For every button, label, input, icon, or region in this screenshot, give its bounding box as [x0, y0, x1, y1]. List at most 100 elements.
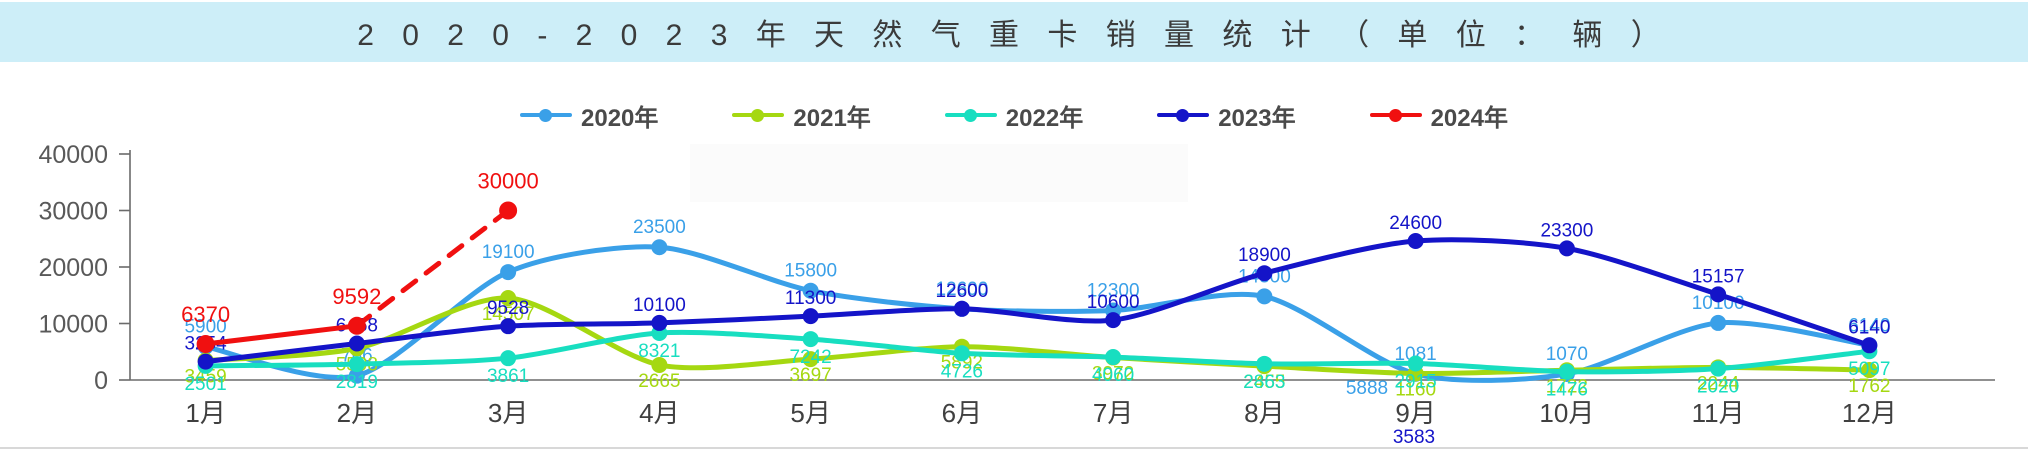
data-point[interactable] [1558, 363, 1575, 380]
data-label: 10600 [1087, 292, 1140, 313]
data-label: 12600 [935, 281, 988, 302]
data-label: 12300 [1087, 281, 1140, 302]
data-label: 1081 [1394, 344, 1436, 365]
data-label: 5097 [1848, 359, 1890, 380]
data-point[interactable] [1861, 337, 1878, 354]
data-label: 24600 [1389, 213, 1442, 234]
data-point[interactable] [500, 350, 517, 367]
series-2022年: 2501 2819 3861 8321 7242 4726 4060 2863 2915 1476… [184, 324, 1891, 401]
legend-marker-2022-icon [944, 107, 997, 123]
data-label: 23300 [1540, 220, 1593, 241]
data-point[interactable] [1710, 360, 1727, 377]
data-point[interactable] [1407, 233, 1424, 250]
data-label: 2863 [1243, 372, 1285, 393]
data-label: 9528 [487, 298, 529, 319]
data-label: 3972 [1092, 364, 1134, 385]
data-label: 2915 [1394, 372, 1436, 393]
data-point[interactable] [1256, 265, 1273, 282]
data-label: 5900 [184, 317, 226, 338]
legend-item-2023[interactable]: 2023年 [1157, 98, 1296, 133]
legend-marker-2024-icon [1369, 107, 1422, 123]
y-axis-tick-label: 40000 [38, 141, 108, 169]
series-2020年: 5900766191002350015800126001230014800108… [184, 217, 1891, 384]
legend-item-2021[interactable]: 2021年 [732, 98, 871, 133]
x-axis-tick-label: 11月 [1692, 398, 1745, 428]
data-label: 2020 [1697, 377, 1739, 398]
y-axis-tick-label: 10000 [38, 311, 108, 339]
data-label: 4726 [941, 361, 983, 382]
data-point[interactable] [953, 300, 970, 317]
y-axis-tick-label: 30000 [38, 198, 108, 226]
data-label: 30000 [478, 169, 539, 194]
data-point[interactable] [953, 345, 970, 362]
data-label: 5888 [1346, 378, 1388, 399]
data-point[interactable] [802, 282, 819, 299]
data-label: 18900 [1238, 245, 1291, 266]
data-label: 15800 [784, 261, 837, 282]
data-point[interactable] [1407, 355, 1424, 372]
data-label: 6370 [181, 302, 230, 327]
series-line [203, 237, 1872, 365]
data-label: 15157 [1692, 266, 1745, 287]
legend-item-2024[interactable]: 2024年 [1369, 98, 1508, 133]
data-label: 8321 [638, 341, 680, 362]
data-point[interactable] [802, 351, 819, 368]
legend-label-2020: 2020年 [581, 104, 659, 132]
x-axis-tick-label: 1月 [185, 398, 225, 428]
legend-item-2020[interactable]: 2020年 [520, 98, 658, 133]
x-axis-tick-label: 8月 [1244, 398, 1284, 428]
legend-label-2024: 2024年 [1430, 104, 1508, 132]
data-point[interactable] [500, 290, 517, 307]
data-point[interactable] [500, 318, 517, 335]
page-title: 2 0 2 0 - 2 0 2 3 年 天 然 气 重 卡 销 量 统 计 （ … [357, 19, 1671, 52]
data-point[interactable] [802, 308, 819, 325]
data-point[interactable] [196, 335, 215, 354]
data-label: 6140 [1848, 315, 1890, 336]
data-label: 3459 [184, 366, 226, 387]
data-point[interactable] [197, 353, 214, 370]
bottom-divider [0, 447, 2028, 449]
data-point[interactable] [1105, 312, 1122, 329]
data-point[interactable] [348, 356, 365, 373]
data-label: 5892 [941, 353, 983, 374]
data-point[interactable] [1861, 362, 1878, 379]
data-point[interactable] [1558, 240, 1575, 257]
data-point[interactable] [347, 316, 366, 335]
data-point[interactable] [1256, 288, 1273, 305]
legend-item-2022[interactable]: 2022年 [944, 98, 1083, 133]
data-point[interactable] [1105, 349, 1122, 366]
data-point[interactable] [499, 201, 518, 220]
y-axis-tick-label: 20000 [38, 254, 108, 282]
data-label: 9592 [332, 284, 381, 309]
data-label: 1070 [1546, 344, 1588, 365]
data-point[interactable] [1256, 355, 1273, 372]
data-point[interactable] [802, 331, 819, 348]
data-label: 2455 [1243, 372, 1285, 393]
x-axis-tick-label: 7月 [1093, 398, 1133, 428]
data-point[interactable] [348, 335, 365, 352]
data-label: 2244 [1697, 373, 1740, 394]
data-label: 1762 [1848, 376, 1890, 397]
data-point[interactable] [1710, 314, 1727, 331]
data-point[interactable] [651, 239, 668, 256]
data-point[interactable] [651, 314, 668, 331]
series-2021年: 3459559814507266536975892397224551160172… [184, 290, 1891, 400]
data-label: 3697 [789, 365, 831, 386]
data-label: 1476 [1546, 380, 1588, 401]
data-label: 11300 [785, 288, 836, 309]
data-label: 3861 [487, 366, 529, 387]
data-label: 7242 [789, 347, 831, 368]
decorative-overlay [690, 144, 1188, 202]
x-axis-tick-label: 2月 [337, 398, 377, 428]
data-label: 1160 [1395, 379, 1436, 400]
x-axis-tick-label: 10月 [1539, 398, 1594, 428]
series-2023年: 3254645895281010011300126001060018900246… [184, 213, 1891, 370]
data-point[interactable] [348, 367, 365, 384]
data-point[interactable] [651, 356, 668, 373]
data-label: 4060 [1092, 365, 1134, 386]
data-point[interactable] [1710, 286, 1727, 303]
title-banner: 2 0 2 0 - 2 0 2 3 年 天 然 气 重 卡 销 量 统 计 （ … [0, 2, 2028, 62]
data-point[interactable] [500, 264, 517, 281]
